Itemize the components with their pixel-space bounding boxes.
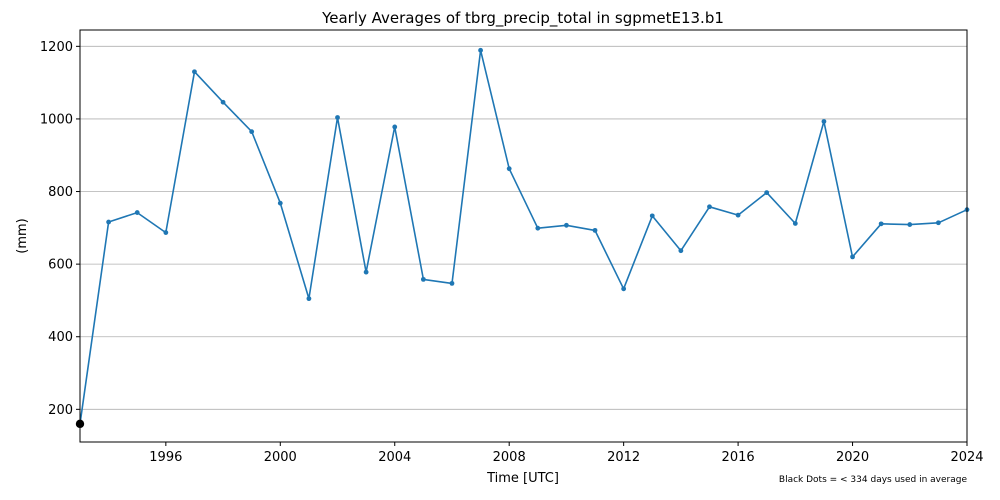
data-point [163,230,168,235]
data-point [192,69,197,74]
x-tick-label: 1996 [149,450,182,465]
data-point [650,213,655,218]
data-point [850,254,855,259]
y-tick-label: 200 [48,403,73,418]
grid-lines [80,46,967,409]
data-point [822,119,827,124]
x-tick-label: 2020 [836,450,869,465]
y-tick-label: 1200 [40,40,73,55]
x-axis: 1996 2000 2004 2008 2012 2016 2020 2024 [149,442,983,465]
data-point [535,226,540,231]
data-point [335,115,340,120]
data-point [249,129,254,134]
data-point [450,281,455,286]
chart-title: Yearly Averages of tbrg_precip_total in … [321,9,724,28]
series-line-group [80,50,967,424]
y-axis: 200 400 600 800 1000 1200 [40,40,80,418]
x-tick-label: 2024 [950,450,983,465]
data-point [593,228,598,233]
y-tick-label: 400 [48,330,73,345]
x-tick-label: 2000 [264,450,297,465]
data-point [564,223,569,228]
flag-note: Black Dots = < 334 days used in average [779,475,968,485]
data-point [364,270,369,275]
y-tick-label: 1000 [40,112,73,127]
y-axis-label: (mm) [15,218,30,253]
data-point [879,221,884,226]
y-tick-label: 800 [48,185,73,200]
data-point [278,201,283,206]
data-point [621,286,626,291]
x-tick-label: 2004 [378,450,411,465]
x-tick-label: 2008 [493,450,526,465]
y-tick-label: 600 [48,258,73,273]
data-points [76,48,970,428]
data-point [507,166,512,171]
data-point [307,296,312,301]
data-point [764,190,769,195]
data-point [793,221,798,226]
data-point [392,125,397,130]
data-point [907,222,912,227]
data-point [106,220,111,225]
data-point [936,220,941,225]
data-point [678,248,683,253]
data-point [736,213,741,218]
data-point [221,100,226,105]
data-point [478,48,483,53]
data-point [135,210,140,215]
data-point [421,277,426,282]
x-tick-label: 2016 [722,450,755,465]
x-tick-label: 2012 [607,450,640,465]
data-point [707,204,712,209]
series-line [80,50,967,424]
x-axis-label: Time [UTC] [486,471,559,486]
